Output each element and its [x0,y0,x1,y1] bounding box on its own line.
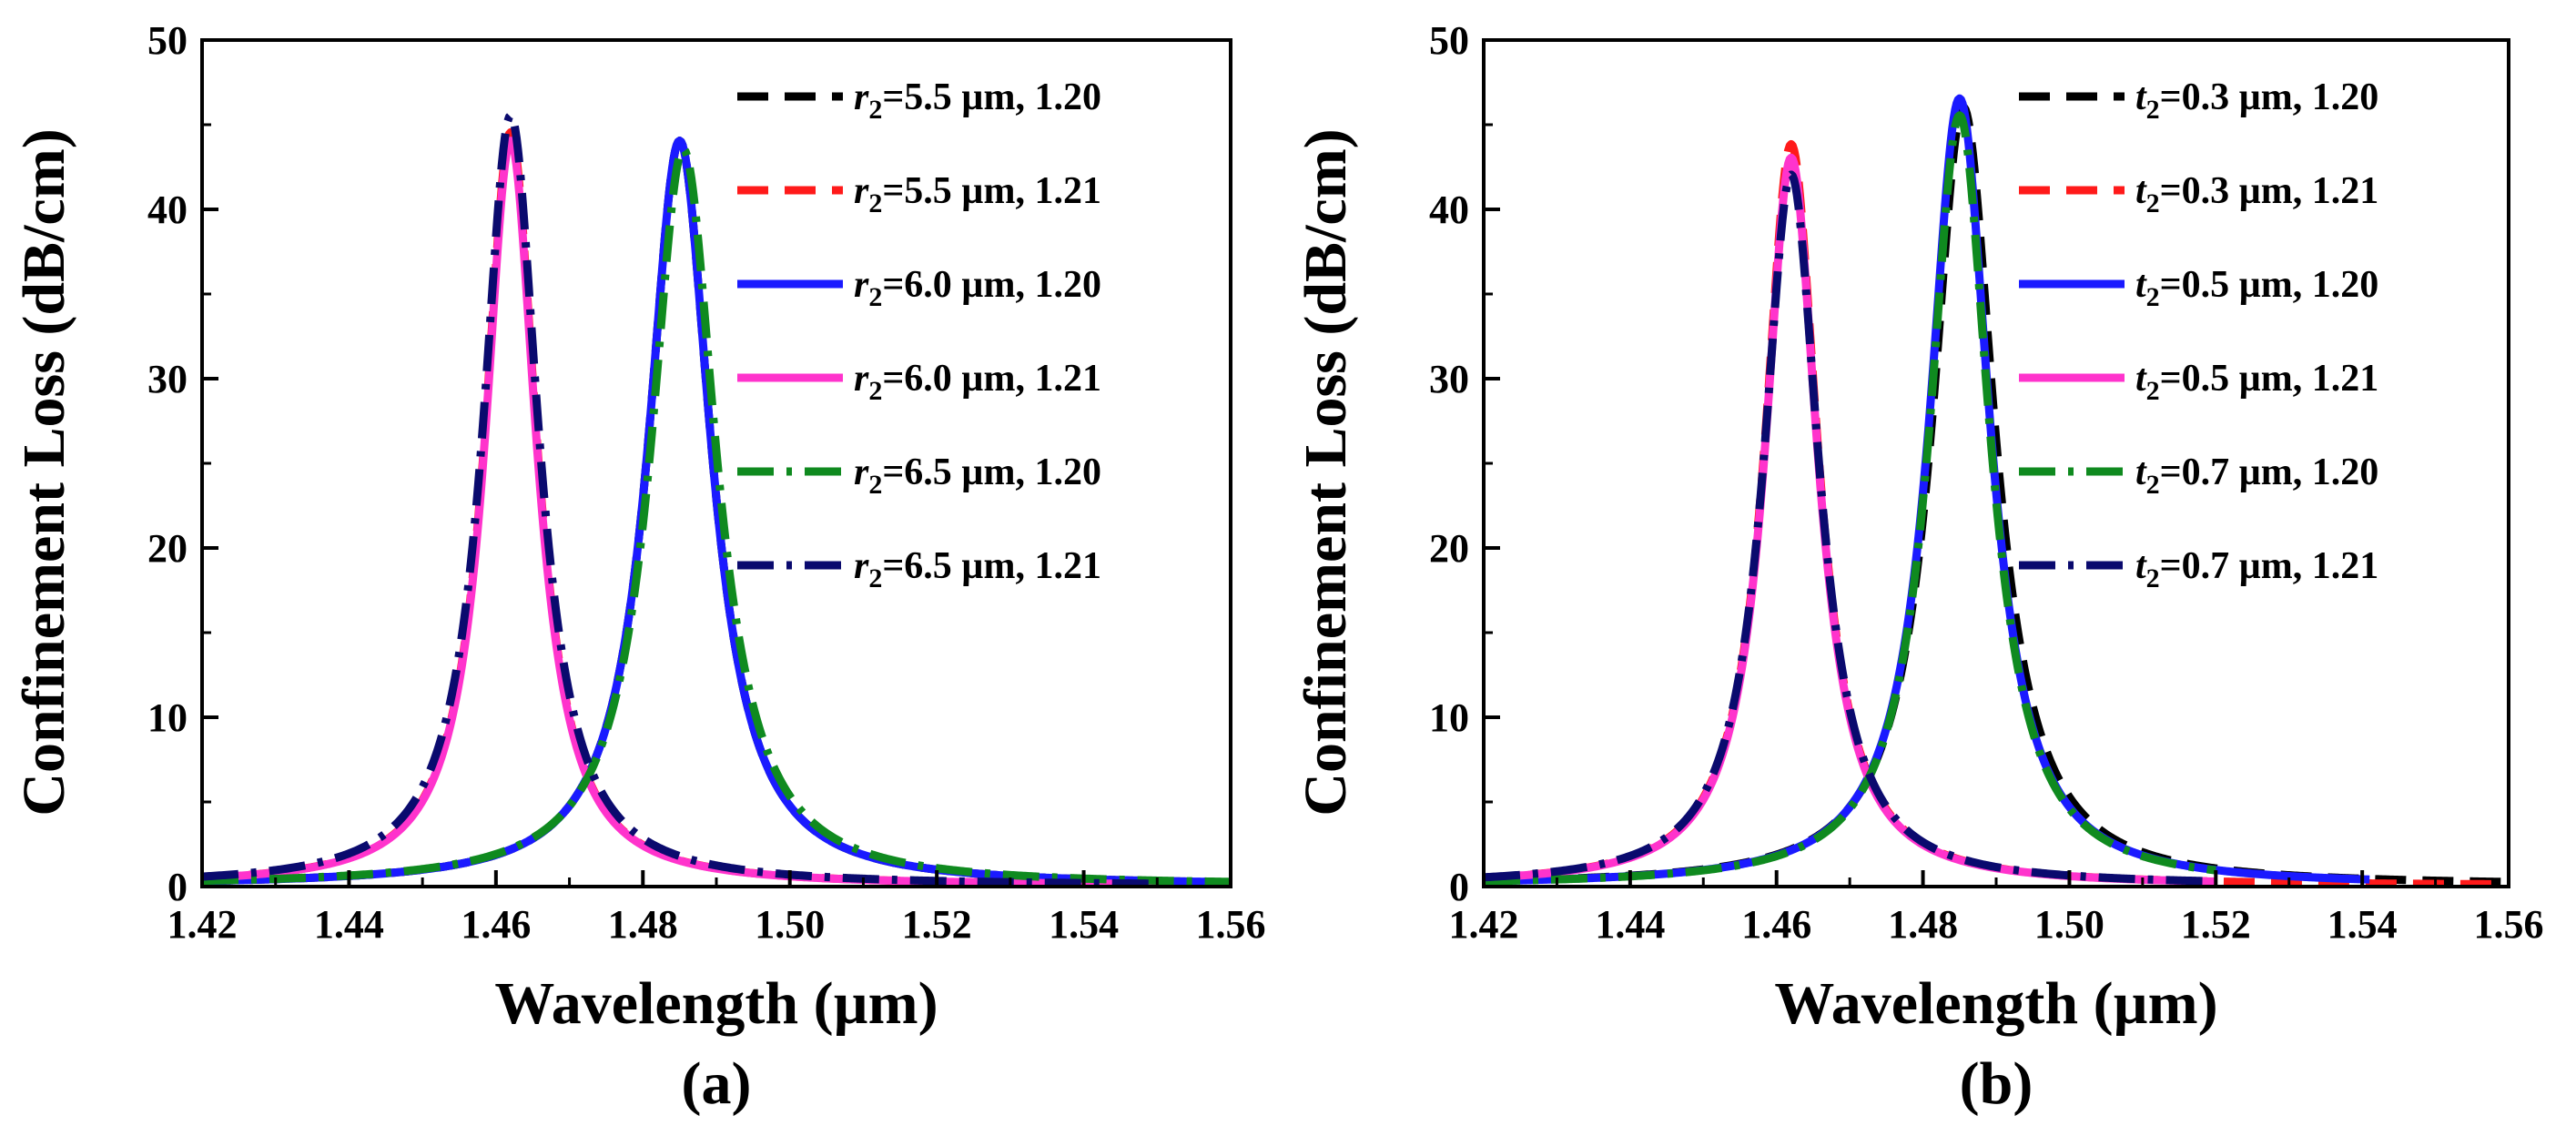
legend-entry-3: r2=6.0 µm, 1.20 [854,264,1101,312]
x-tick-label: 1.50 [755,902,825,947]
legend-entry-1: t2=0.3 µm, 1.20 [2135,76,2378,125]
legend-entry-2: t2=0.3 µm, 1.21 [2135,170,2378,218]
x-tick-label: 1.56 [1196,902,1266,947]
x-tick-label: 1.44 [314,902,384,947]
y-tick-label: 10 [1429,695,1469,740]
legend-entry-5: r2=6.5 µm, 1.20 [854,451,1101,500]
series-group [202,111,1231,887]
series-line-5 [202,145,1231,887]
y-tick-label: 30 [147,357,188,401]
x-axis-title: Wavelength (µm) [494,970,938,1037]
x-tick-label: 1.50 [2034,902,2104,947]
x-tick-label: 1.44 [1595,902,1665,947]
series-line-5 [1484,111,2219,886]
y-tick-label: 50 [147,18,188,63]
x-tick-label: 1.46 [1741,902,1811,947]
x-axis-title: Wavelength (µm) [1774,970,2217,1037]
series-line-3 [202,137,1231,887]
x-tick-label: 1.48 [1888,902,1958,947]
y-tick-label: 10 [147,695,188,740]
x-tick-label: 1.48 [608,902,678,947]
panel-label: (b) [1960,1050,2033,1117]
y-tick-label: 20 [1429,526,1469,571]
chart-panel-a: 1.42 1.44 1.46 1.48 1.50 1.52 1.54 1.56 0 10 20 30 4… [11,18,1266,1117]
chart-panel-b: 1.42 1.44 1.46 1.48 1.50 1.52 1.54 1.56 0 10 20 30 4… [1293,18,2544,1117]
legend: t2=0.3 µm, 1.20 t2=0.3 µm, 1.21 t2=0.5 µm,… [2019,76,2378,593]
y-tick-label: 50 [1429,18,1469,63]
y-axis-title: Confinement Loss (dB/cm) [1293,128,1359,816]
x-tick-label: 1.54 [2328,902,2398,947]
x-tick-label: 1.54 [1049,902,1119,947]
legend-entry-2: r2=5.5 µm, 1.21 [854,170,1101,218]
x-tick-label: 1.42 [1449,902,1519,947]
legend-entry-4: r2=6.0 µm, 1.21 [854,358,1101,406]
x-tick-label: 1.56 [2474,902,2544,947]
legend-entry-6: t2=0.7 µm, 1.21 [2135,545,2378,593]
panel-label: (a) [682,1050,752,1117]
y-tick-label: 40 [1429,188,1469,232]
series-line-6 [202,111,1161,887]
legend: r2=5.5 µm, 1.20 r2=5.5 µm, 1.21 r2=6.0 µm,… [737,76,1101,593]
series-line-4 [1484,153,2219,886]
x-tick-label: 1.52 [902,902,972,947]
y-tick-label: 40 [147,188,188,232]
y-tick-label: 0 [1449,865,1469,909]
y-tick-label: 30 [1429,357,1469,401]
y-axis-title: Confinement Loss (dB/cm) [11,128,77,816]
series-line-4 [202,137,1161,887]
legend-entry-6: r2=6.5 µm, 1.21 [854,545,1101,593]
legend-entry-3: t2=0.5 µm, 1.20 [2135,264,2378,312]
x-tick-label: 1.52 [2181,902,2251,947]
legend-entry-5: t2=0.7 µm, 1.20 [2135,451,2378,500]
legend-entry-1: r2=5.5 µm, 1.20 [854,76,1101,125]
series-line-2 [202,127,1161,887]
x-tick-label: 1.46 [461,902,531,947]
series-group [1484,94,2509,887]
y-tick-label: 0 [167,865,188,909]
legend-entry-4: t2=0.5 µm, 1.21 [2135,358,2378,406]
x-tick-label: 1.42 [167,902,238,947]
y-tick-label: 20 [147,526,188,571]
